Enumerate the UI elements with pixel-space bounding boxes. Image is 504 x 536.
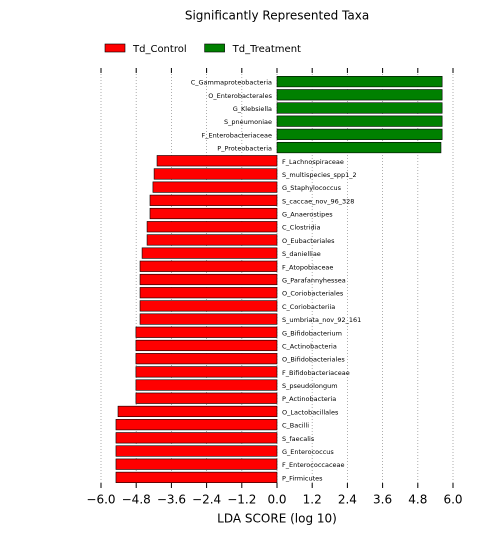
category-label: F_Enterobacteriaceae	[201, 131, 272, 139]
category-label: C_Actinobacteria	[282, 342, 337, 350]
category-label: O_Coriobacteriales	[282, 290, 344, 298]
category-label: C_Clostridia	[282, 224, 320, 232]
x-axis-label: LDA SCORE (log 10)	[217, 512, 337, 526]
bar	[276, 89, 443, 101]
bar	[152, 181, 278, 193]
legend-swatch	[204, 43, 225, 53]
x-tick-label: −6.0	[86, 493, 115, 507]
bar	[115, 432, 278, 444]
legend-label: Td_Treatment	[232, 44, 301, 55]
bar	[139, 260, 278, 272]
category-label: S_danielliae	[282, 250, 321, 258]
x-tick-label: −2.4	[192, 493, 221, 507]
category-label: G_Anaerostipes	[282, 211, 333, 219]
x-tick-label: 6.0	[443, 493, 462, 507]
x-tick-label: −3.6	[157, 493, 186, 507]
category-label: P_Actinobacteria	[282, 395, 336, 403]
category-label: O_Bifidobacteriales	[282, 356, 345, 364]
category-label: G_Enterococcus	[282, 448, 334, 456]
bar	[115, 458, 278, 470]
category-label: O_Eubacteriales	[282, 237, 335, 245]
bar	[276, 76, 443, 88]
category-label: F_Bifidobacteriaceae	[282, 369, 350, 377]
category-label: G_Klebsiella	[233, 105, 272, 113]
bar	[276, 128, 443, 140]
category-label: C_Bacilli	[282, 422, 309, 430]
bar	[146, 221, 278, 233]
x-tick-label: −1.2	[227, 493, 256, 507]
bar	[149, 194, 278, 206]
category-label: S_pneumoniae	[224, 118, 272, 126]
bar	[276, 102, 443, 114]
bar	[135, 379, 278, 391]
bar	[141, 247, 278, 259]
category-label: S_faecalis	[282, 435, 315, 443]
category-label: F_Lachnospiraceae	[282, 158, 344, 166]
bar	[139, 273, 278, 286]
bar	[146, 234, 278, 246]
x-tick-label: 3.6	[373, 493, 392, 507]
category-label: P_Firmicutes	[282, 474, 323, 482]
category-label: G_Parafannyhessea	[282, 277, 346, 285]
category-label: S_multispecies_spp1_2	[282, 171, 357, 179]
bar	[156, 155, 278, 167]
bar	[139, 313, 278, 325]
category-label: O_Enterobacterales	[208, 92, 272, 100]
bar	[117, 405, 278, 418]
x-tick-label: −4.8	[122, 493, 151, 507]
bar	[149, 207, 278, 220]
category-label: S_umbriata_nov_92_161	[282, 316, 361, 324]
category-label: O_Lactobacillales	[282, 408, 339, 416]
bar	[135, 353, 278, 365]
bar	[276, 115, 443, 127]
category-label: C_Gammaproteobacteria	[191, 79, 272, 87]
bar	[153, 168, 278, 180]
bar	[115, 419, 278, 431]
legend-label: Td_Control	[132, 44, 187, 55]
bar	[135, 392, 278, 404]
category-label: S_pseudolongum	[282, 382, 338, 390]
category-label: P_Proteobacteria	[217, 145, 272, 153]
chart-title: Significantly Represented Taxa	[185, 9, 369, 23]
bar	[115, 445, 278, 457]
x-tick-label: 4.8	[408, 493, 427, 507]
category-label: G_Bifidobacterium	[282, 329, 342, 337]
bar	[139, 287, 278, 299]
category-label: C_Coriobacteriia	[282, 303, 335, 311]
category-label: S_caccae_nov_96_328	[282, 197, 354, 205]
x-tick-label: 1.2	[303, 493, 322, 507]
bar	[135, 366, 278, 378]
bar	[135, 326, 278, 338]
x-tick-label: 2.4	[338, 493, 357, 507]
x-tick-label: 0.0	[267, 493, 286, 507]
bar	[276, 141, 442, 154]
category-label: F_Enterococcaceae	[282, 461, 345, 469]
category-label: G_Staphylococcus	[282, 184, 342, 192]
category-label: F_Atopobiaceae	[282, 263, 333, 271]
bar	[135, 339, 278, 352]
legend-swatch	[104, 43, 126, 53]
bar	[115, 471, 278, 483]
bar	[139, 300, 278, 312]
